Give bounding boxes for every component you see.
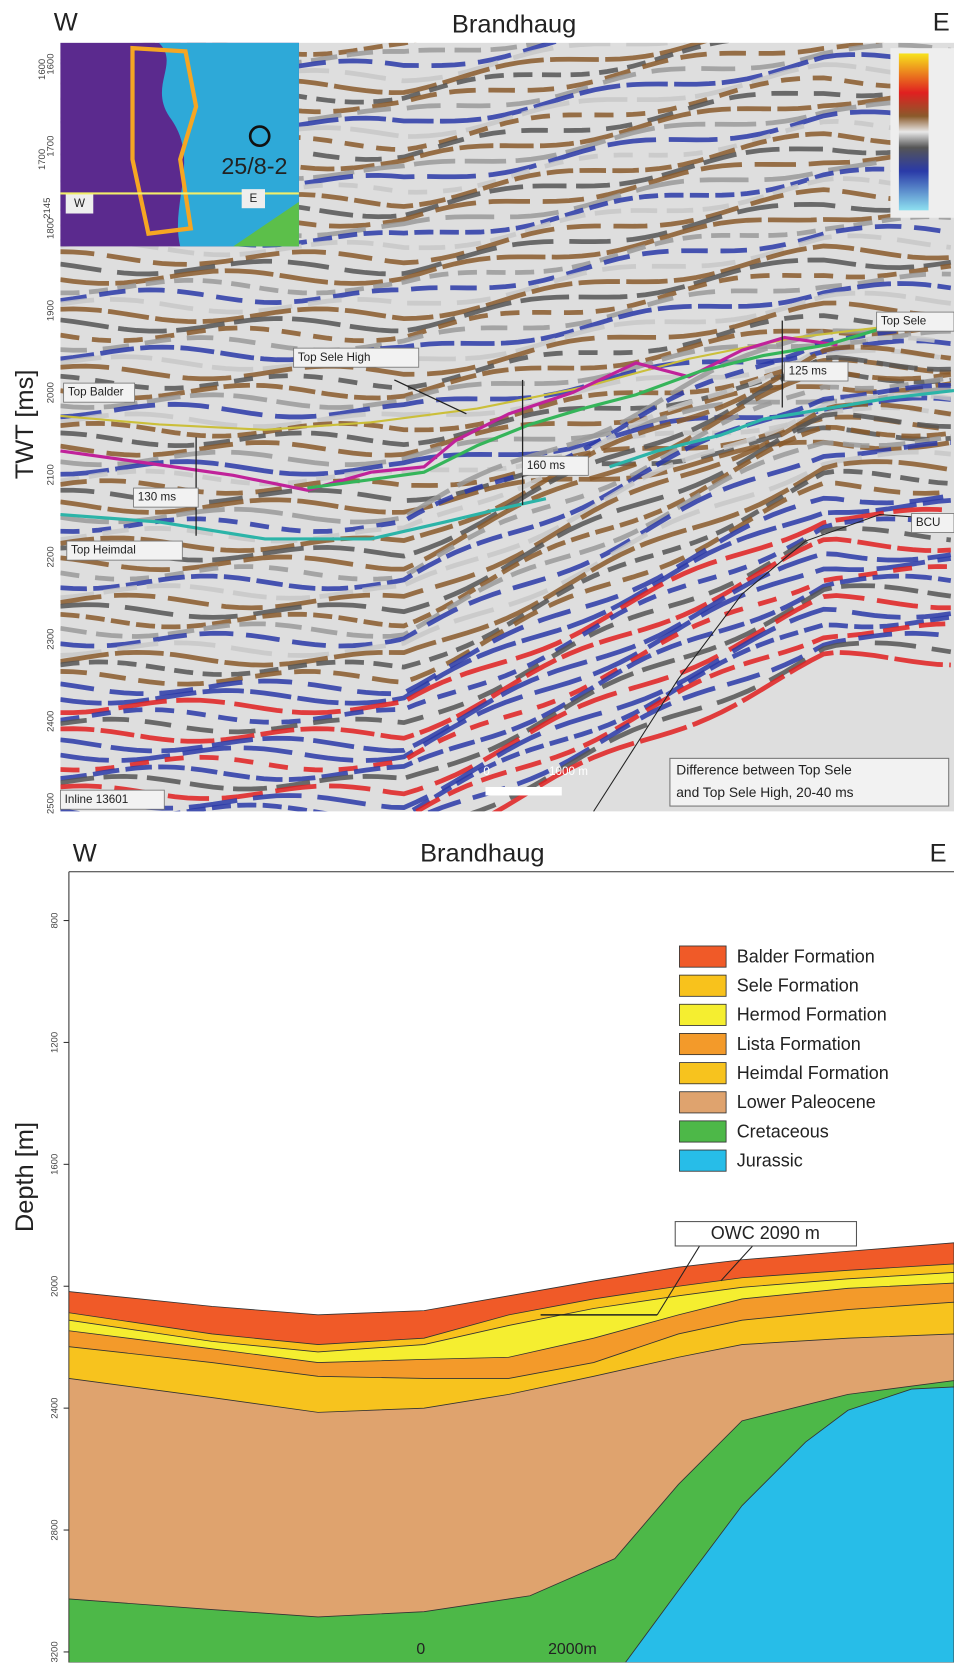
- owc-label: OWC 2090 m: [711, 1223, 820, 1243]
- colorbar: [899, 53, 929, 210]
- west-label: W: [54, 8, 78, 36]
- legend-swatch: [679, 1063, 726, 1084]
- y-tick-label: 2500: [45, 793, 56, 814]
- map-contour: 1700: [37, 149, 48, 170]
- annotation: BCU: [916, 516, 941, 529]
- y-axis-label: TWT [ms]: [11, 370, 39, 480]
- legend-label: Lower Paleocene: [737, 1092, 876, 1112]
- legend-swatch: [679, 1150, 726, 1171]
- y-tick-label: 1800: [45, 218, 56, 239]
- annotation: 125 ms: [789, 365, 827, 378]
- title: Brandhaug: [452, 11, 576, 39]
- map-contour: 1600: [37, 59, 48, 80]
- legend-label: Jurassic: [737, 1150, 803, 1170]
- y-tick-label: 2300: [45, 629, 56, 650]
- figure: W Brandhaug E TWT [ms] 1600 1700 1800 1900 2…: [0, 0, 954, 1663]
- scale-bar: [485, 787, 561, 795]
- annotation: Difference between Top Sele: [676, 763, 852, 778]
- y-tick-label: 2000: [45, 382, 56, 403]
- y-tick-label: 1900: [45, 300, 56, 321]
- scale-start: 0: [483, 765, 490, 778]
- annotation: 160 ms: [527, 459, 565, 472]
- well-name: 25/8-2: [221, 153, 287, 179]
- y-tick-label: 1600: [50, 1154, 61, 1175]
- legend-label: Lista Formation: [737, 1034, 861, 1054]
- annotation: Top Sele High: [298, 351, 371, 364]
- legend-swatch: [679, 1004, 726, 1025]
- annotation: Top Sele: [881, 315, 926, 328]
- y-axis-label: Depth [m]: [11, 1122, 39, 1232]
- legend-swatch: [679, 946, 726, 967]
- east-label: E: [933, 8, 950, 36]
- legend-label: Heimdal Formation: [737, 1063, 889, 1083]
- y-tick-label: 800: [50, 913, 61, 929]
- annotation: 130 ms: [138, 491, 176, 504]
- map-contour: 2145: [42, 198, 53, 219]
- annotation: and Top Sele High, 20-40 ms: [676, 785, 853, 800]
- annotation: Top Balder: [68, 386, 124, 399]
- legend-label: Sele Formation: [737, 976, 859, 996]
- annotation: Inline 13601: [65, 793, 129, 806]
- legend-label: Cretaceous: [737, 1121, 829, 1141]
- annotation: Top Heimdal: [71, 544, 136, 557]
- west-label: W: [73, 840, 97, 868]
- scale-end: 2000m: [548, 1641, 597, 1658]
- y-tick-label: 2400: [50, 1398, 61, 1419]
- y-tick-label: 2800: [50, 1519, 61, 1540]
- legend-swatch: [679, 1121, 726, 1142]
- legend-swatch: [679, 975, 726, 996]
- legend-swatch: [679, 1033, 726, 1054]
- legend-swatch: [679, 1092, 726, 1113]
- map-west: W: [74, 197, 85, 210]
- y-tick-label: 2200: [45, 546, 56, 567]
- y-tick-label: 2000: [50, 1276, 61, 1297]
- legend: Balder Formation Sele Formation Hermod For…: [679, 946, 888, 1171]
- legend-label: Balder Formation: [737, 946, 875, 966]
- scale-end: 1000 m: [549, 765, 588, 778]
- y-tick-label: 3200: [50, 1641, 61, 1662]
- y-tick-label: 2100: [45, 464, 56, 485]
- depth-ticks: 800 1200 1600 2000 2400 2800 3200: [50, 913, 69, 1663]
- layers: [69, 1243, 954, 1663]
- east-label: E: [930, 840, 947, 868]
- title: Brandhaug: [420, 840, 544, 868]
- y-tick-label: 1200: [50, 1032, 61, 1053]
- map-east: E: [249, 192, 257, 205]
- scale-start: 0: [416, 1641, 425, 1658]
- page: W Brandhaug E TWT [ms] 1600 1700 1800 1900 2…: [0, 0, 954, 1663]
- y-tick-label: 2400: [45, 711, 56, 732]
- legend-label: Hermod Formation: [737, 1005, 887, 1025]
